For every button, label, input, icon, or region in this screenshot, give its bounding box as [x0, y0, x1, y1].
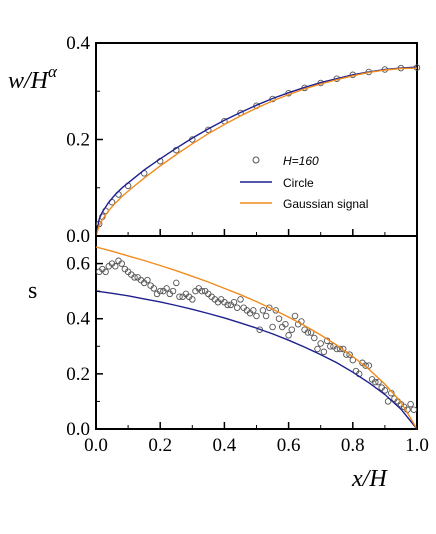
bottom-data-point — [291, 312, 299, 320]
bottom-data-point — [282, 320, 289, 328]
x-tick-label: 0.8 — [341, 435, 365, 456]
bottom-data-point — [375, 378, 382, 386]
bottom-data-point — [311, 334, 318, 342]
top-y-tick-label: 0.2 — [66, 130, 90, 151]
bottom-data-point — [163, 285, 170, 292]
bottom-data-point — [237, 296, 244, 303]
bottom-y-tick-label: 0.0 — [66, 419, 90, 440]
x-tick-label: 0.4 — [213, 435, 237, 456]
bottom-series-line-circle — [95, 290, 418, 430]
bottom-data-point — [250, 307, 257, 314]
bottom-data-point — [275, 315, 283, 322]
bottom-data-point — [189, 296, 196, 303]
bottom-y-tick-label: 0.2 — [66, 364, 90, 385]
bottom-data-point — [410, 406, 418, 413]
bottom-data-point — [272, 307, 280, 314]
x-axis-label: x/H — [351, 466, 388, 492]
bottom-data-point — [285, 332, 292, 339]
bottom-data-point — [327, 343, 334, 350]
bottom-data-point — [304, 329, 312, 336]
bottom-data-point — [150, 285, 158, 292]
bottom-data-point — [372, 378, 379, 386]
bottom-data-point — [362, 362, 369, 369]
bottom-data-point — [169, 287, 177, 295]
bottom-data-point — [253, 312, 260, 320]
bottom-panel: 0.0 0.2 0.4 0.6 0.0 0.2 0.4 0.6 0.8 1.0 s x/H — [28, 235, 429, 492]
bottom-data-point — [333, 345, 341, 353]
x-tick-label: 1.0 — [405, 435, 429, 456]
legend-marker-h160 — [252, 156, 260, 164]
legend-label-gaussian: Gaussian signal — [283, 197, 368, 211]
bottom-data-point — [266, 304, 273, 311]
bottom-data-point — [346, 351, 353, 358]
bottom-series-group — [95, 246, 418, 430]
bottom-data-point — [224, 301, 231, 309]
bottom-data-point — [317, 340, 324, 347]
top-x-ticks — [95, 229, 418, 236]
bottom-data-point — [118, 260, 125, 267]
bottom-data-point — [176, 293, 183, 300]
bottom-data-point — [384, 398, 392, 405]
bottom-data-point — [230, 298, 238, 306]
top-y-tick-label: 0.0 — [66, 226, 90, 247]
bottom-data-point — [262, 312, 270, 320]
bottom-series-line-gaussian-signal — [95, 246, 418, 430]
bottom-y-ticks: 0.0 0.2 0.4 0.6 — [66, 235, 103, 440]
top-y-tick-label: 0.4 — [66, 33, 90, 54]
bottom-y-tick-label: 0.4 — [66, 309, 90, 330]
x-tick-label: 0.0 — [84, 435, 108, 456]
bottom-x-ticks: 0.0 0.2 0.4 0.6 0.8 1.0 — [84, 422, 429, 456]
top-series-group — [95, 64, 421, 237]
bottom-data-point — [144, 276, 151, 284]
bottom-y-tick-label: 0.6 — [66, 254, 90, 275]
legend-label-h160: H=160 — [283, 154, 319, 168]
bottom-data-point — [173, 279, 180, 287]
top-series-line-circle — [95, 66, 418, 237]
bottom-data-point — [112, 263, 119, 270]
bottom-data-point — [320, 348, 328, 356]
bottom-data-point — [156, 287, 164, 295]
top-panel: 0.0 0.2 0.4 w/Hα H=160 Circle Gaussian sig… — [8, 33, 421, 247]
top-y-axis-label-exponent: α — [48, 62, 58, 81]
bottom-data-point — [407, 400, 414, 408]
legend-label-circle: Circle — [283, 176, 314, 190]
top-y-ticks: 0.0 0.2 0.4 — [66, 33, 103, 247]
bottom-y-axis-label: s — [28, 278, 37, 304]
bottom-data-point — [269, 323, 276, 331]
legend: H=160 Circle Gaussian signal — [240, 154, 368, 211]
bottom-plot-frame — [95, 235, 418, 430]
bottom-data-point — [288, 326, 296, 333]
bottom-data-point — [131, 274, 138, 281]
bottom-data-point — [233, 304, 241, 311]
top-y-axis-label: w/Hα — [8, 62, 58, 94]
bottom-data-point — [259, 307, 267, 314]
top-y-axis-label-base: w/H — [8, 68, 50, 94]
x-tick-label: 0.2 — [148, 435, 172, 456]
top-series-line-gaussian-signal — [95, 67, 418, 237]
bottom-data-point — [339, 345, 347, 353]
bottom-data-point — [198, 287, 206, 295]
x-tick-label: 0.6 — [277, 435, 301, 456]
bottom-data-point — [314, 345, 321, 353]
bottom-data-point — [102, 268, 109, 276]
bottom-data-point — [381, 387, 389, 394]
